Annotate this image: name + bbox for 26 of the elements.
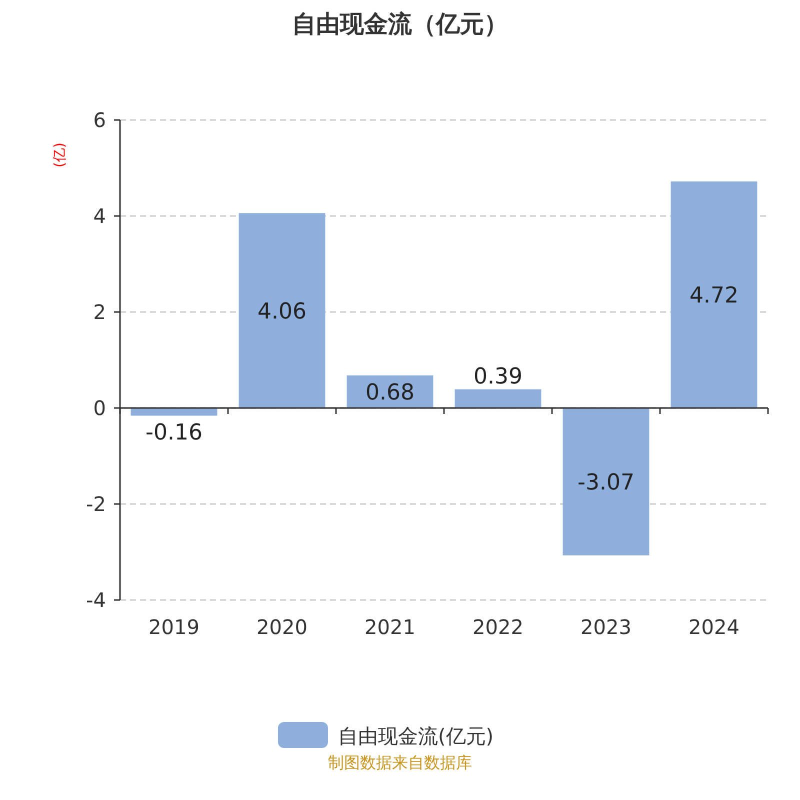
bar [454,389,542,408]
bar [562,408,650,556]
bar [238,213,326,408]
data-label: 4.72 [690,284,738,309]
y-tick-label: -4 [86,588,106,612]
text: 制图数据来自数据库 [328,753,472,772]
data-label: 4.06 [258,300,306,325]
chart-title: 自由现金流（亿元） [292,10,508,38]
data-label: -3.07 [578,470,634,496]
y-tick-label: 0 [93,396,106,420]
y-tick-label: 6 [93,108,106,132]
y-tick-label: 2 [93,300,106,324]
x-tick-label: 2020 [256,615,308,639]
x-tick-label: 2021 [364,615,416,639]
x-tick-label: 2024 [688,615,740,639]
y-tick-label: -2 [86,492,106,516]
data-label: 0.39 [474,364,522,390]
data-label: -0.16 [146,420,202,446]
bar [670,181,758,408]
data-label: 0.68 [366,380,414,406]
y-tick-label: 4 [93,204,106,228]
y-axis-title: (亿) [52,142,68,168]
x-tick-label: 2019 [148,615,200,639]
legend-label: 自由现金流(亿元) [338,724,494,748]
x-tick-label: 2022 [472,615,524,639]
x-tick-label: 2023 [580,615,632,639]
